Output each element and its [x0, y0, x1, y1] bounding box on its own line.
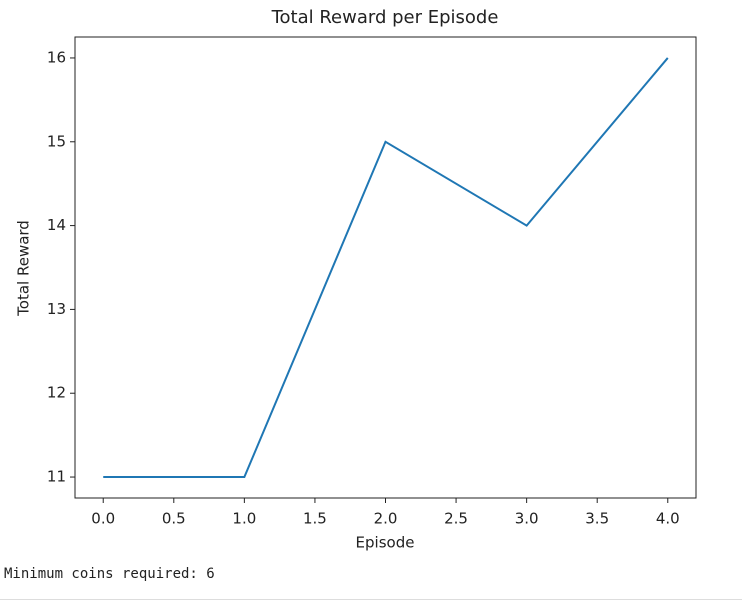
x-tick-label: 3.5	[585, 510, 609, 528]
x-tick-label: 3.0	[515, 510, 539, 528]
x-axis-label: Episode	[356, 534, 415, 552]
data-line	[103, 57, 669, 479]
y-axis-label: Total Reward	[15, 220, 33, 317]
x-tick-label: 0.5	[162, 510, 186, 528]
chart-title: Total Reward per Episode	[271, 7, 499, 28]
plot-frame	[74, 36, 697, 499]
x-tick-label: 1.5	[303, 510, 327, 528]
x-tick-label: 2.5	[444, 510, 468, 528]
x-tick-label: 0.0	[91, 510, 115, 528]
y-tick-label: 11	[47, 468, 66, 486]
chart: Total Reward per Episode Episode Total R…	[15, 7, 697, 552]
y-tick-label: 14	[47, 216, 66, 234]
output-text: Minimum coins required: 6	[4, 566, 215, 582]
divider	[0, 599, 742, 600]
x-tick-label: 2.0	[374, 510, 398, 528]
y-tick-label: 12	[47, 384, 66, 402]
y-tick-label: 16	[47, 48, 66, 66]
x-tick-label: 1.0	[232, 510, 256, 528]
x-tick-label: 4.0	[656, 510, 680, 528]
y-tick-label: 15	[47, 132, 66, 150]
y-tick-label: 13	[47, 300, 66, 318]
